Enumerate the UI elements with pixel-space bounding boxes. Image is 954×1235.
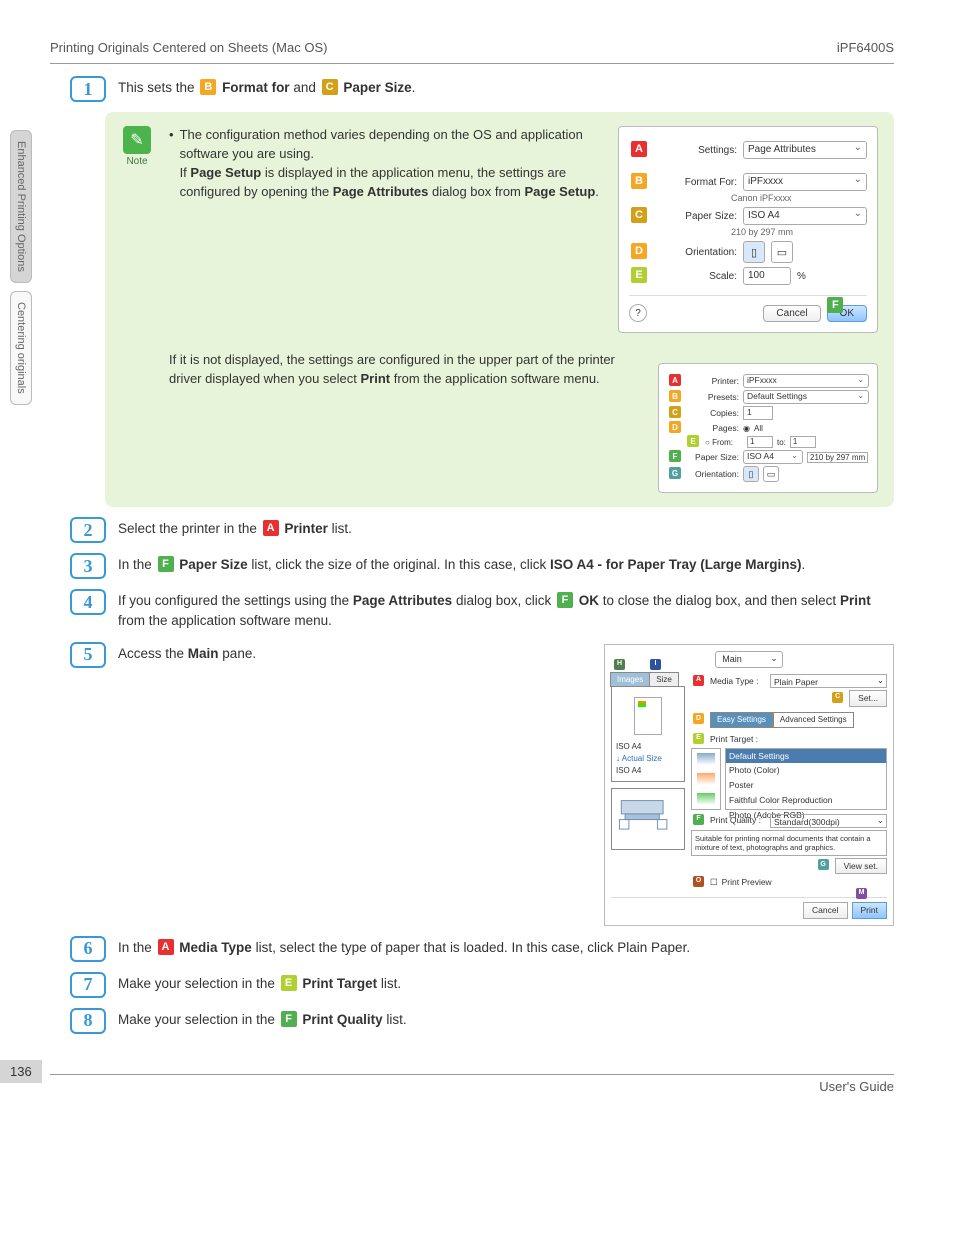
to-input[interactable]: 1 (790, 436, 816, 448)
step-3: 3 In the F Paper Size list, click the si… (70, 553, 894, 579)
page-footer: User's Guide (50, 1074, 894, 1094)
note-label: Note (119, 156, 155, 167)
header-underline (50, 63, 894, 64)
settings-segment[interactable]: Easy SettingsAdvanced Settings (710, 712, 854, 728)
cancel-button[interactable]: Cancel (763, 305, 820, 322)
media-type-dropdown[interactable]: Plain Paper (770, 674, 887, 688)
step-8: 8 Make your selection in the F Print Qua… (70, 1008, 894, 1034)
side-tab-enhanced[interactable]: Enhanced Printing Options (10, 130, 32, 283)
step-1: 1 This sets the B Format for and C Paper… (70, 76, 894, 102)
orientation-portrait-2[interactable]: ▯ (743, 466, 759, 482)
note-2-text: If it is not displayed, the settings are… (169, 351, 644, 493)
presets-dropdown[interactable]: Default Settings (743, 390, 869, 404)
step-5: 5 Access the Main pane. Main H I Images … (70, 642, 894, 926)
print-button[interactable]: Print (852, 902, 887, 919)
step-num-3: 3 (70, 553, 106, 579)
format-for-dropdown[interactable]: iPFxxxx (743, 173, 867, 191)
main-pane-dialog: Main H I Images Size ISO A4 ↓ Actual Siz… (604, 644, 894, 926)
tab-images[interactable]: Images (610, 672, 650, 687)
copies-input[interactable]: 1 (743, 406, 773, 420)
scale-input[interactable]: 100 (743, 267, 791, 285)
help-button[interactable]: ? (629, 304, 647, 322)
step-num-8: 8 (70, 1008, 106, 1034)
page-number: 136 (0, 1060, 42, 1083)
step-num-7: 7 (70, 972, 106, 998)
paper-size-dropdown[interactable]: ISO A4 (743, 207, 867, 225)
from-input[interactable]: 1 (747, 436, 773, 448)
print-driver-dialog: APrinter:iPFxxxx BPresets:Default Settin… (658, 363, 878, 493)
letter-C: C (322, 79, 338, 95)
page-setup-dialog: ASettings:Page Attributes BFormat For:iP… (618, 126, 878, 333)
print-quality-dropdown[interactable]: Standard(300dpi) (770, 814, 887, 828)
tab-size[interactable]: Size (650, 672, 679, 687)
side-tabs: Enhanced Printing Options Centering orig… (10, 130, 32, 405)
note-box-1: ✎ Note • The configuration method varies… (105, 112, 894, 507)
step-num-2: 2 (70, 517, 106, 543)
step-num-1: 1 (70, 76, 106, 102)
step-num-4: 4 (70, 589, 106, 615)
note-icon: ✎ (123, 126, 151, 154)
step-2: 2 Select the printer in the A Printer li… (70, 517, 894, 543)
printer-dropdown[interactable]: iPFxxxx (743, 374, 869, 388)
cancel-button-2[interactable]: Cancel (803, 902, 847, 919)
step-7: 7 Make your selection in the E Print Tar… (70, 972, 894, 998)
settings-dropdown[interactable]: Page Attributes (743, 141, 867, 159)
step-num-5: 5 (70, 642, 106, 668)
orientation-portrait[interactable]: ▯ (743, 241, 765, 263)
step-6: 6 In the A Media Type list, select the t… (70, 936, 894, 962)
print-target-list[interactable]: Default Settings Photo (Color) Poster Fa… (725, 748, 887, 810)
orientation-landscape-2[interactable]: ▭ (763, 466, 779, 482)
pane-dropdown[interactable]: Main (715, 651, 783, 669)
side-tab-centering[interactable]: Centering originals (10, 291, 32, 405)
printer-illustration (611, 788, 685, 850)
view-set-button[interactable]: View set. (835, 858, 887, 875)
step-4: 4 If you configured the settings using t… (70, 589, 894, 632)
paper-size-dropdown-2[interactable]: ISO A4 (743, 450, 803, 464)
page-header: Printing Originals Centered on Sheets (M… (50, 40, 894, 55)
preview-panel: ISO A4 ↓ Actual Size ISO A4 (611, 686, 685, 782)
header-right: iPF6400S (837, 40, 894, 55)
step-num-6: 6 (70, 936, 106, 962)
header-left: Printing Originals Centered on Sheets (M… (50, 40, 327, 55)
set-button[interactable]: Set... (849, 690, 887, 707)
letter-B: B (200, 79, 216, 95)
note-1-text: • The configuration method varies depend… (169, 126, 604, 333)
step-1-body: This sets the B Format for and C Paper S… (118, 76, 894, 98)
orientation-landscape[interactable]: ▭ (771, 241, 793, 263)
quality-description: Suitable for printing normal documents t… (691, 830, 887, 856)
